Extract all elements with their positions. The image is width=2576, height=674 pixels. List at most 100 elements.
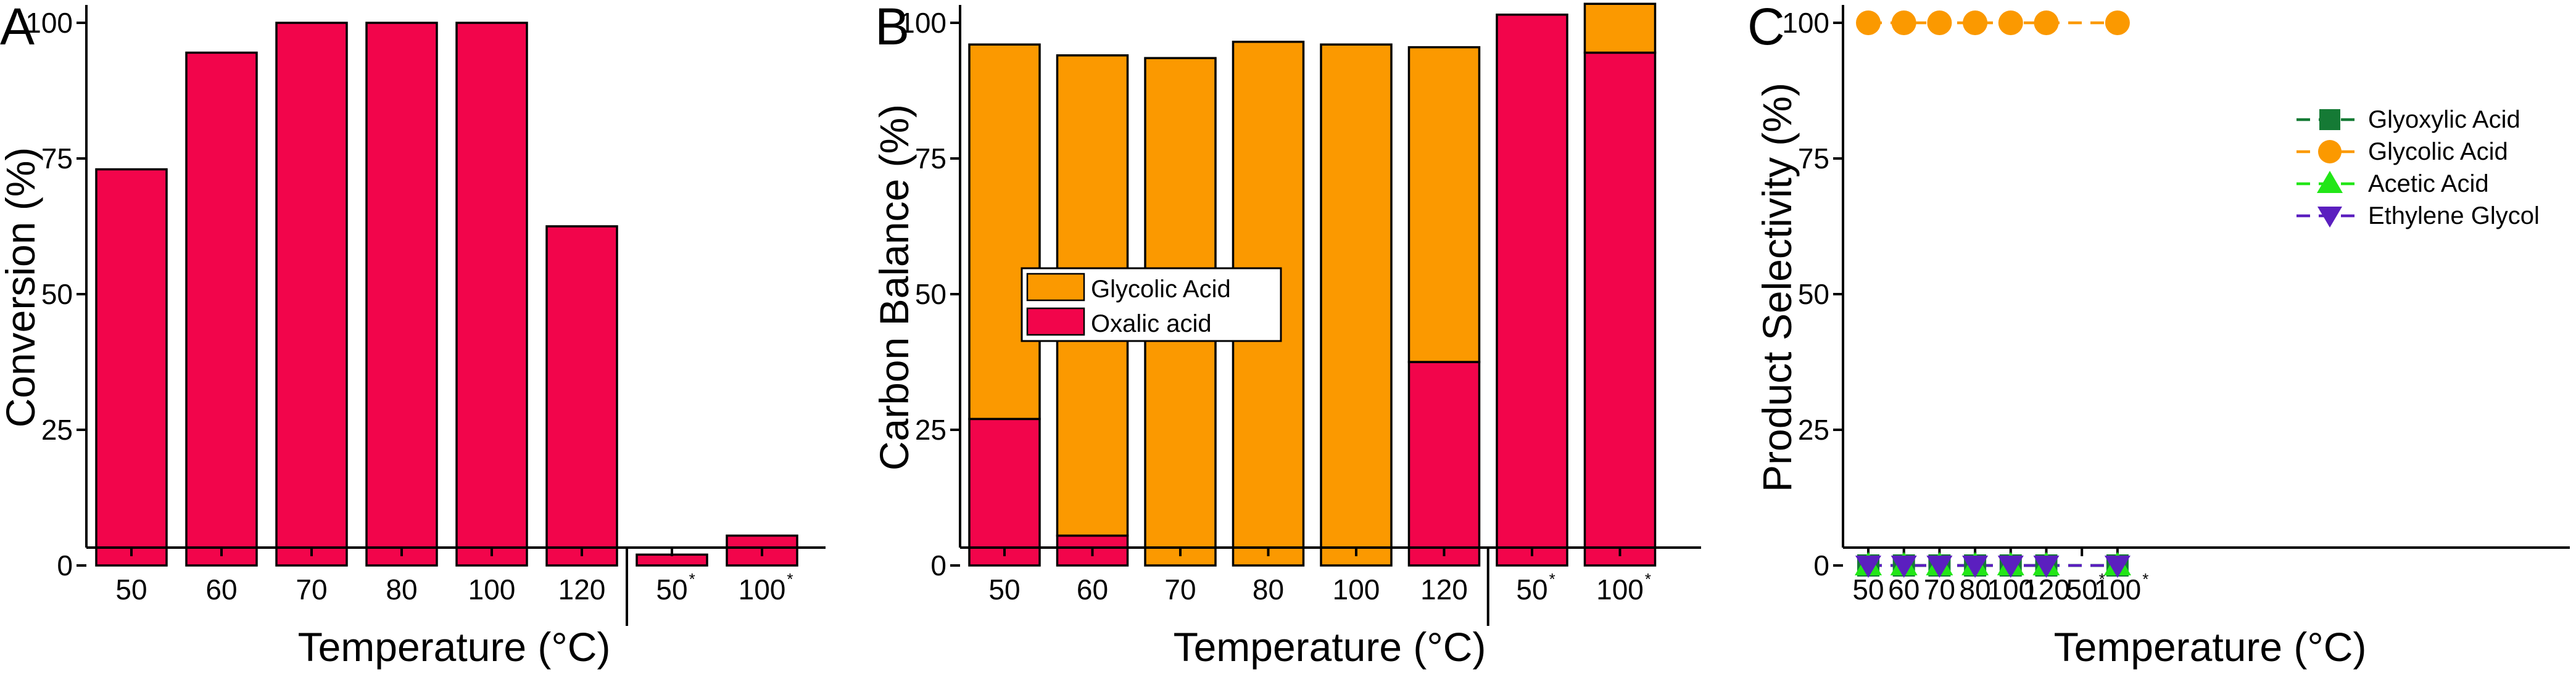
panel-c-marker-glycolic-acid [2105, 10, 2130, 35]
panel-b-bar-segment-oxalic [1407, 361, 1481, 567]
panel-b-y-tick-label: 100 [899, 7, 946, 39]
panel-a-bar [636, 553, 708, 567]
panel-c-x-tick-label: 70 [1924, 573, 1955, 606]
panel-b-x-tick-label: 60 [1077, 573, 1108, 606]
panel-c-legend-marker-glyoxylic-acid [2319, 109, 2340, 130]
panel-c-series-lines [1868, 21, 2118, 567]
panel-c-y-tick-label: 75 [1798, 142, 1829, 175]
panel-b-legend-label-glycolic: Glycolic Acid [1091, 276, 1231, 303]
panel-c-x-tick-label: 100 [2094, 573, 2142, 606]
panel-c-marker-glycolic-acid [2034, 10, 2059, 35]
panel-c-legend-label-ethylene-glycol: Ethylene Glycol [2368, 202, 2540, 229]
panel-b-legend-swatch-oxalic [1026, 307, 1085, 336]
panel-c-marker-glycolic-acid [1856, 10, 1881, 35]
panel-c-legend-row-glyoxylic: Glyoxylic Acid [2296, 106, 2520, 133]
panel-a-x-tick-label: 120 [558, 573, 606, 606]
panel-c-marker-ethylene-glycol [2033, 556, 2060, 578]
panel-b-letter: B [875, 0, 909, 55]
panel-c-marker-glycolic-acid [1998, 10, 2023, 35]
panel-b-bar-segment-glycolic [1407, 46, 1481, 363]
panel-c-x-tick-label: 80 [1960, 573, 1991, 606]
panel-c-y-tick-label: 50 [1798, 278, 1829, 310]
panel-b-x-tick-label: 70 [1164, 573, 1196, 606]
panel-b-y-ticks: 0 25 50 75 100 [899, 7, 960, 582]
panel-c-marker-ethylene-glycol [1891, 556, 1917, 578]
panel-a-bar [185, 51, 258, 567]
panel-c-y-tick-label: 25 [1798, 414, 1829, 446]
panel-c-legend: Glyoxylic Acid Glycolic Acid Acetic Acid… [2296, 106, 2540, 229]
panel-a-bar [455, 22, 528, 567]
panel-a-y-axis-title: Conversion (%) [0, 147, 43, 428]
panel-b-y-tick-label: 75 [915, 142, 946, 175]
panel-a-x-tick-label: 60 [205, 573, 237, 606]
panel-a-bar [365, 22, 438, 567]
panel-a-x-axis-title: Temperature (°C) [298, 624, 611, 670]
panel-b-y-tick-label: 0 [930, 549, 946, 582]
panel-c-marker-ethylene-glycol [1962, 556, 1989, 578]
panel-b-x-tick-label: 100 [1596, 573, 1644, 606]
panel-b-y-tick-label: 50 [915, 278, 946, 310]
panel-c-y-ticks: 0 25 50 75 100 [1782, 7, 1843, 582]
panel-c-legend-label-glyoxylic: Glyoxylic Acid [2368, 106, 2520, 133]
panel-c-legend-marker-ethylene-glycol [2317, 207, 2342, 228]
panel-c-x-tick-star: * [2099, 570, 2105, 588]
panel-b-x-axis-title: Temperature (°C) [1174, 624, 1486, 670]
panel-a-x-tick-label: 80 [386, 573, 417, 606]
panel-b-y-tick-label: 25 [915, 414, 946, 446]
panel-b-x-tick-label: 50 [988, 573, 1020, 606]
panel-c-legend-label-acetic: Acetic Acid [2368, 170, 2489, 197]
panel-b-y-axis-title: Carbon Balance (%) [871, 104, 917, 471]
panel-a-letter: A [0, 0, 35, 55]
panel-c-marker-glycolic-acid [1891, 10, 1916, 35]
panel-a-x-ticks: 50 60 70 80 100 120 50 * 100 * [115, 548, 793, 606]
panel-a-x-tick-label: 50 [656, 573, 687, 606]
panel-c-y-axis-title: Product Selectivity (%) [1754, 83, 1800, 492]
panel-b-bar-segment-oxalic [1583, 51, 1657, 567]
panel-a-y-tick-label: 0 [57, 549, 73, 582]
panel-a-bar [275, 22, 348, 567]
panel-b-bars [968, 2, 1657, 567]
panel-b-x-tick-label: 120 [1420, 573, 1468, 606]
panel-b-bar-segment-oxalic [1496, 14, 1568, 567]
panel-c-series-markers [1855, 10, 2131, 578]
panel-b-bar-segment-glycolic [1583, 2, 1657, 54]
panel-c-letter: C [1747, 0, 1785, 55]
panel-c-x-tick-label: 50 [2066, 573, 2098, 606]
panel-a-y-tick-label: 75 [41, 142, 73, 175]
panel-a-y-tick-label: 100 [25, 7, 73, 39]
panel-c-x-tick-star: * [2142, 570, 2148, 588]
panel-c-x-tick-label: 100 [1987, 573, 2034, 606]
panel-b-x-tick-star: * [1645, 570, 1651, 588]
panel-c-legend-row-acetic: Acetic Acid [2296, 170, 2489, 197]
panel-c-legend-row-ethylene-glycol: Ethylene Glycol [2296, 202, 2540, 229]
panel-b-x-tick-label: 50 [1516, 573, 1547, 606]
panel-a-y-tick-label: 25 [41, 414, 73, 446]
panel-a-x-tick-star: * [689, 570, 695, 588]
panel-b-axes [959, 5, 1701, 626]
panel-c-marker-ethylene-glycol [2104, 556, 2131, 578]
panel-a-x-tick-star: * [787, 570, 793, 588]
panel-c-x-tick-label: 50 [1852, 573, 1884, 606]
panel-b-legend-swatch-glycolic [1026, 273, 1085, 302]
panel-b-bar-segment-glycolic [1320, 43, 1393, 567]
panel-a-y-ticks: 0 25 50 75 100 [25, 7, 86, 582]
panel-c-axes [1842, 5, 2570, 549]
panel-c-y-tick-label: 100 [1782, 7, 1829, 39]
panel-c-x-tick-label: 120 [2023, 573, 2070, 606]
panel-b-x-tick-star: * [1549, 570, 1555, 588]
panel-a-axes [85, 5, 826, 626]
panel-b-legend: Glycolic Acid Oxalic acid [1021, 267, 1282, 342]
panel-a-y-tick-label: 50 [41, 278, 73, 310]
panel-c-marker-ethylene-glycol [1997, 556, 2024, 578]
panel-a-bar [95, 168, 168, 567]
panel-c-x-axis-title: Temperature (°C) [2054, 624, 2367, 670]
panel-b-bar-segment-oxalic [968, 417, 1041, 567]
panel-b-x-tick-label: 100 [1333, 573, 1380, 606]
panel-c-legend-row-glycolic: Glycolic Acid [2296, 138, 2508, 165]
panel-c-y-tick-label: 0 [1813, 549, 1829, 582]
panel-c-legend-marker-glycolic-acid [2318, 140, 2342, 163]
panel-b-x-ticks: 50 60 70 80 100 120 50 * 100 * [988, 548, 1651, 606]
